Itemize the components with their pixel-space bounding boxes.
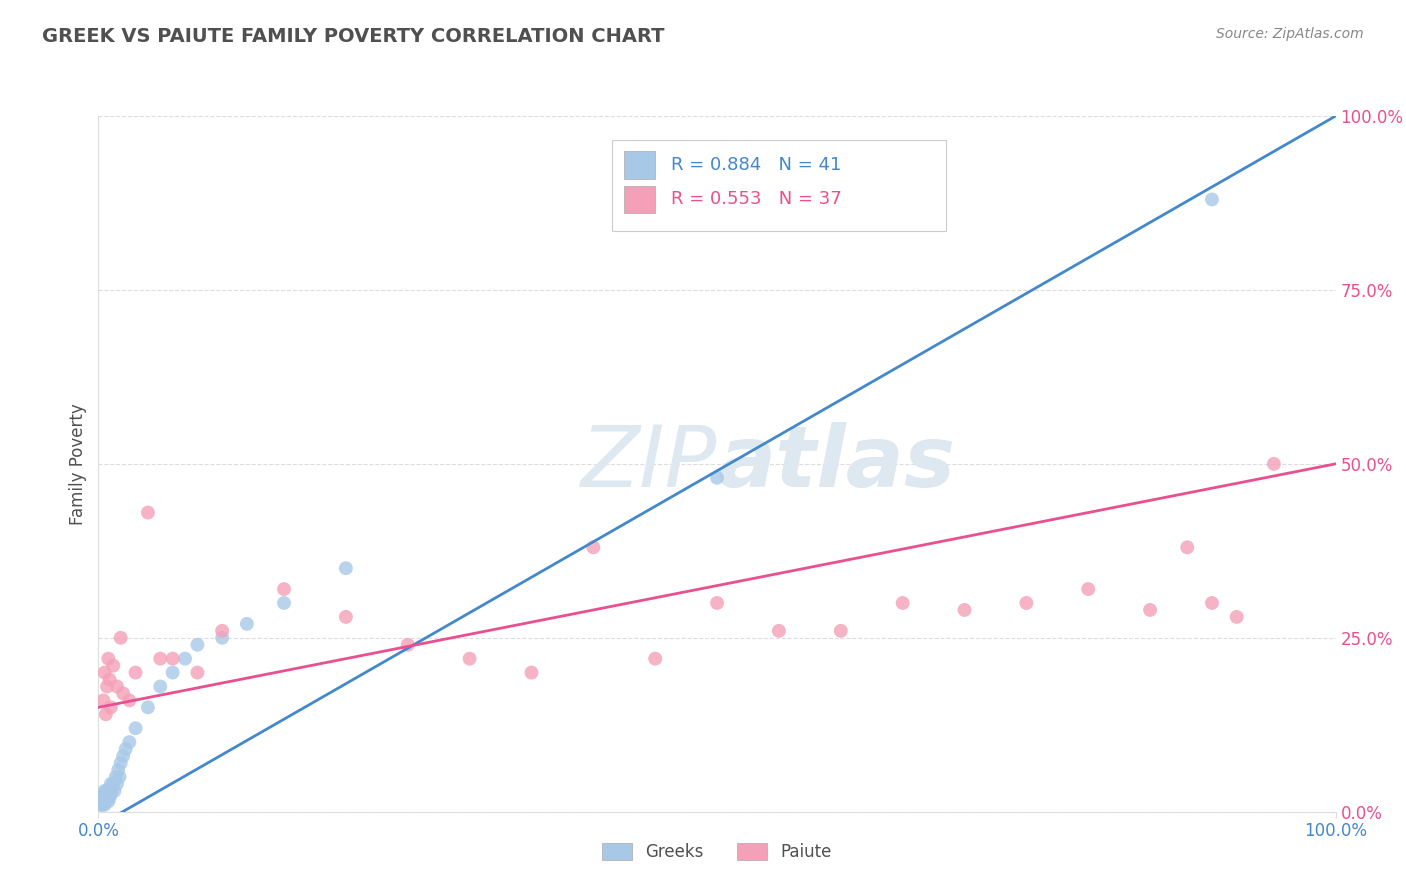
Point	[110, 756, 132, 770]
Point	[118, 735, 141, 749]
Point	[94, 707, 117, 722]
Point	[94, 794, 117, 808]
Point	[335, 561, 357, 575]
Point	[174, 651, 197, 665]
Point	[273, 582, 295, 596]
Point	[830, 624, 852, 638]
Point	[149, 680, 172, 694]
Point	[105, 680, 128, 694]
Point	[162, 651, 184, 665]
Bar	[624, 151, 655, 178]
Point	[114, 742, 136, 756]
Point	[1226, 610, 1249, 624]
Point	[100, 788, 122, 801]
Point	[101, 780, 124, 795]
Point	[124, 721, 146, 735]
Point	[644, 651, 666, 665]
Point	[1139, 603, 1161, 617]
Point	[97, 788, 120, 801]
Point	[768, 624, 790, 638]
Point	[91, 790, 114, 805]
Point	[186, 665, 208, 680]
Text: Source: ZipAtlas.com: Source: ZipAtlas.com	[1216, 27, 1364, 41]
Point	[96, 784, 118, 798]
Point	[93, 790, 115, 805]
Point	[96, 790, 118, 805]
Point	[93, 797, 115, 812]
Text: R = 0.553   N = 37: R = 0.553 N = 37	[671, 191, 842, 209]
Point	[953, 603, 976, 617]
Point	[93, 665, 115, 680]
Point	[103, 658, 125, 673]
Point	[582, 541, 605, 555]
Point	[93, 788, 115, 801]
Point	[108, 770, 131, 784]
Legend: Greeks, Paiute: Greeks, Paiute	[593, 835, 841, 870]
Y-axis label: Family Poverty: Family Poverty	[69, 403, 87, 524]
Point	[94, 788, 117, 801]
Point	[112, 749, 135, 764]
Point	[93, 794, 115, 808]
Point	[118, 693, 141, 707]
Point	[97, 794, 120, 808]
Point	[236, 616, 259, 631]
Point	[100, 777, 122, 791]
Point	[211, 624, 233, 638]
Point	[1175, 541, 1198, 555]
Point	[149, 651, 172, 665]
FancyBboxPatch shape	[612, 140, 946, 231]
Point	[1015, 596, 1038, 610]
Point	[97, 651, 120, 665]
Point	[162, 665, 184, 680]
Point	[98, 790, 121, 805]
Point	[1263, 457, 1285, 471]
Point	[124, 665, 146, 680]
Point	[112, 686, 135, 700]
Point	[706, 471, 728, 485]
Point	[107, 763, 129, 777]
Point	[1201, 596, 1223, 610]
Point	[104, 770, 127, 784]
Point	[90, 797, 112, 812]
Text: ZIP: ZIP	[581, 422, 717, 506]
Point	[186, 638, 208, 652]
Point	[891, 596, 914, 610]
Point	[98, 673, 121, 687]
Point	[1077, 582, 1099, 596]
Point	[136, 506, 159, 520]
Point	[96, 680, 118, 694]
Point	[273, 596, 295, 610]
Point	[93, 784, 115, 798]
Point	[93, 693, 115, 707]
Point	[100, 700, 122, 714]
Point	[211, 631, 233, 645]
Bar	[624, 186, 655, 213]
Point	[103, 784, 125, 798]
Point	[98, 784, 121, 798]
Point	[1201, 193, 1223, 207]
Point	[396, 638, 419, 652]
Point	[520, 665, 543, 680]
Point	[103, 777, 125, 791]
Point	[136, 700, 159, 714]
Point	[105, 777, 128, 791]
Text: GREEK VS PAIUTE FAMILY POVERTY CORRELATION CHART: GREEK VS PAIUTE FAMILY POVERTY CORRELATI…	[42, 27, 665, 45]
Point	[706, 596, 728, 610]
Point	[110, 631, 132, 645]
Text: R = 0.884   N = 41: R = 0.884 N = 41	[671, 156, 842, 174]
Text: atlas: atlas	[717, 422, 955, 506]
Point	[335, 610, 357, 624]
Point	[458, 651, 481, 665]
Point	[91, 797, 114, 812]
